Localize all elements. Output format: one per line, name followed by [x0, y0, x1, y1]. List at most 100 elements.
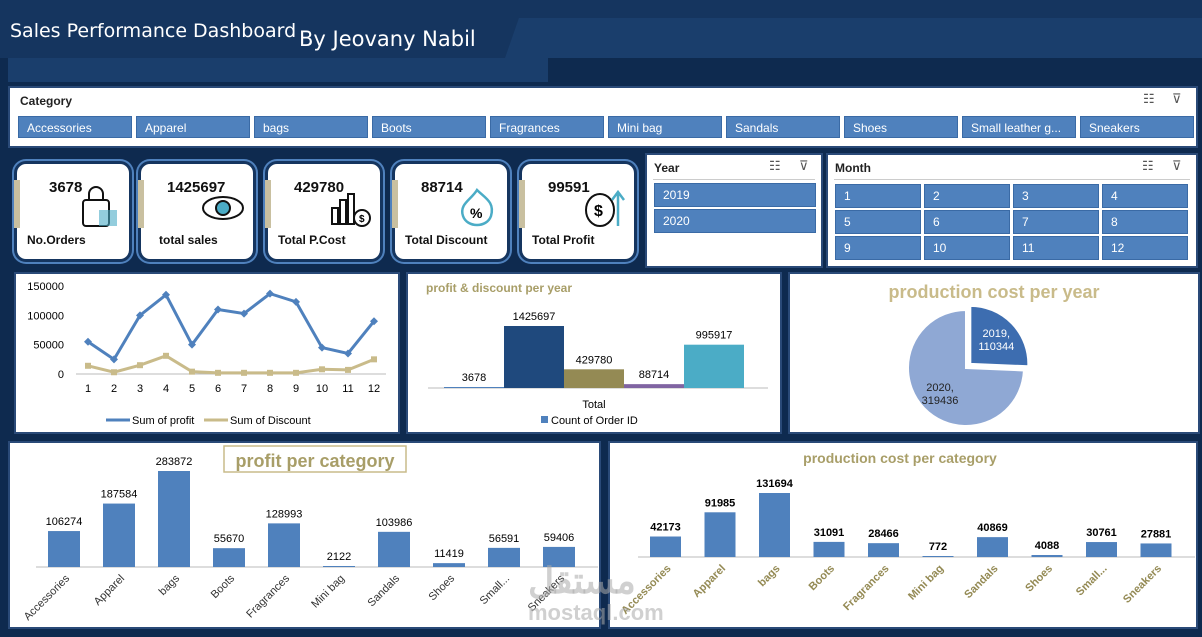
- chart-title: profit per category: [235, 451, 394, 471]
- data-label: 187584: [101, 489, 138, 501]
- up-arrow: [611, 189, 625, 226]
- header-underbar: [8, 58, 548, 82]
- bar: [624, 384, 684, 388]
- data-label: 59406: [544, 532, 575, 544]
- shopping-bag-icon-glyph: [82, 186, 117, 227]
- bar: [1140, 543, 1172, 557]
- year-button-2019[interactable]: 2019: [654, 183, 816, 207]
- x-tick-label: 4: [163, 383, 169, 395]
- slicer-divider: [834, 179, 1190, 180]
- data-point: [214, 305, 222, 314]
- category-button-accessories[interactable]: Accessories: [18, 116, 132, 138]
- category-label: Apparel: [92, 573, 127, 608]
- month-button-5[interactable]: 5: [835, 210, 921, 234]
- kpi-accent-bar: [265, 180, 271, 228]
- category-slicer: Category ☷ ⊽ Accessories Apparel bags Boots…: [8, 86, 1198, 148]
- data-label: 40869: [977, 522, 1008, 534]
- data-point: [136, 311, 144, 320]
- data-label: 128993: [266, 508, 303, 520]
- data-point: [267, 369, 273, 376]
- kpi-value: 429780: [294, 179, 345, 196]
- series-line-0: [87, 291, 376, 362]
- data-label: 4088: [1035, 540, 1059, 552]
- pie-slice: [907, 308, 1025, 427]
- chart-title-box: [223, 445, 407, 473]
- dollar-coin: [353, 209, 371, 227]
- month-button-4[interactable]: 4: [1102, 184, 1188, 208]
- bar: [488, 547, 520, 567]
- discount-icon: %: [455, 186, 499, 230]
- data-point: [345, 366, 351, 373]
- category-button-sandals[interactable]: Sandals: [726, 116, 840, 138]
- category-slicer-title: Category: [20, 94, 73, 108]
- bar: [158, 471, 190, 567]
- multi-select-icon[interactable]: ☷: [1143, 91, 1155, 106]
- category-button-shoes[interactable]: Shoes: [844, 116, 958, 138]
- clear-filter-icon[interactable]: ⊽: [799, 158, 809, 173]
- category-button-fragrances[interactable]: Fragrances: [490, 116, 604, 138]
- x-axis-label: Total: [582, 399, 605, 411]
- data-label: 3678: [462, 372, 486, 384]
- month-button-7[interactable]: 7: [1013, 210, 1099, 234]
- month-button-3[interactable]: 3: [1013, 184, 1099, 208]
- month-button-9[interactable]: 9: [835, 236, 921, 260]
- profit-discount-chart: profit & discount per year 3678 1425697 429…: [426, 281, 768, 427]
- bar: [504, 326, 564, 388]
- y-tick-label: 100000: [27, 310, 64, 322]
- bar: [444, 387, 504, 388]
- month-button-12[interactable]: 12: [1102, 236, 1188, 260]
- clear-filter-icon[interactable]: ⊽: [1172, 91, 1182, 106]
- bar: [213, 548, 245, 567]
- cost-category-panel: production cost per category 42173 Accesso…: [608, 441, 1198, 629]
- data-point: [240, 309, 248, 318]
- category-label: Sneakers: [1121, 563, 1164, 606]
- month-button-10[interactable]: 10: [924, 236, 1010, 260]
- category-button-small-leather-g-[interactable]: Small leather g...: [962, 116, 1076, 138]
- year-slicer-title: Year: [654, 161, 680, 175]
- year-button-2020[interactable]: 2020: [654, 209, 816, 233]
- dollar-sign: $: [359, 214, 365, 225]
- bar: [868, 543, 899, 557]
- category-button-mini-bag[interactable]: Mini bag: [608, 116, 722, 138]
- data-point: [111, 369, 117, 376]
- multi-select-icon[interactable]: ☷: [1142, 158, 1154, 173]
- data-point: [344, 349, 352, 358]
- month-button-8[interactable]: 8: [1102, 210, 1188, 234]
- data-label: 88714: [639, 369, 670, 381]
- month-slicer-title: Month: [835, 161, 871, 175]
- category-label: bags: [157, 572, 183, 598]
- x-tick-label: 1: [85, 383, 91, 395]
- data-label: 283872: [156, 456, 193, 468]
- category-label: Sandals: [962, 563, 1000, 601]
- multi-select-icon[interactable]: ☷: [769, 158, 781, 173]
- profit-category-panel: profit per category 106274 Accessories 1875…: [8, 441, 601, 629]
- clear-filter-icon[interactable]: ⊽: [1172, 158, 1182, 173]
- profit-per-category-chart: profit per category 106274 Accessories 1875…: [22, 445, 598, 623]
- month-button-6[interactable]: 6: [924, 210, 1010, 234]
- kpi-value: 1425697: [167, 179, 226, 196]
- discount-icon-glyph: %: [460, 187, 494, 227]
- header-accent: [505, 18, 1202, 58]
- category-button-boots[interactable]: Boots: [372, 116, 486, 138]
- y-tick-label: 50000: [33, 340, 64, 352]
- kpi-accent-bar: [519, 180, 525, 228]
- month-button-11[interactable]: 11: [1013, 236, 1099, 260]
- category-button-apparel[interactable]: Apparel: [136, 116, 250, 138]
- category-button-bags[interactable]: bags: [254, 116, 368, 138]
- cost-chart-icon: $: [328, 186, 372, 230]
- month-button-2[interactable]: 2: [924, 184, 1010, 208]
- profit-coin: [585, 193, 615, 227]
- bar: [650, 536, 681, 557]
- x-tick-label: 10: [316, 383, 328, 395]
- month-button-1[interactable]: 1: [835, 184, 921, 208]
- bar: [103, 503, 135, 567]
- kpi-label: Total Profit: [532, 233, 595, 247]
- data-label: 103986: [376, 517, 413, 529]
- category-button-sneakers[interactable]: Sneakers: [1080, 116, 1194, 138]
- category-label: bags: [756, 563, 783, 590]
- chart-title: profit & discount per year: [426, 281, 572, 295]
- kpi-card: 1425697 total sales: [138, 161, 256, 262]
- coin-center: [215, 200, 231, 216]
- x-tick-label: 9: [293, 383, 299, 395]
